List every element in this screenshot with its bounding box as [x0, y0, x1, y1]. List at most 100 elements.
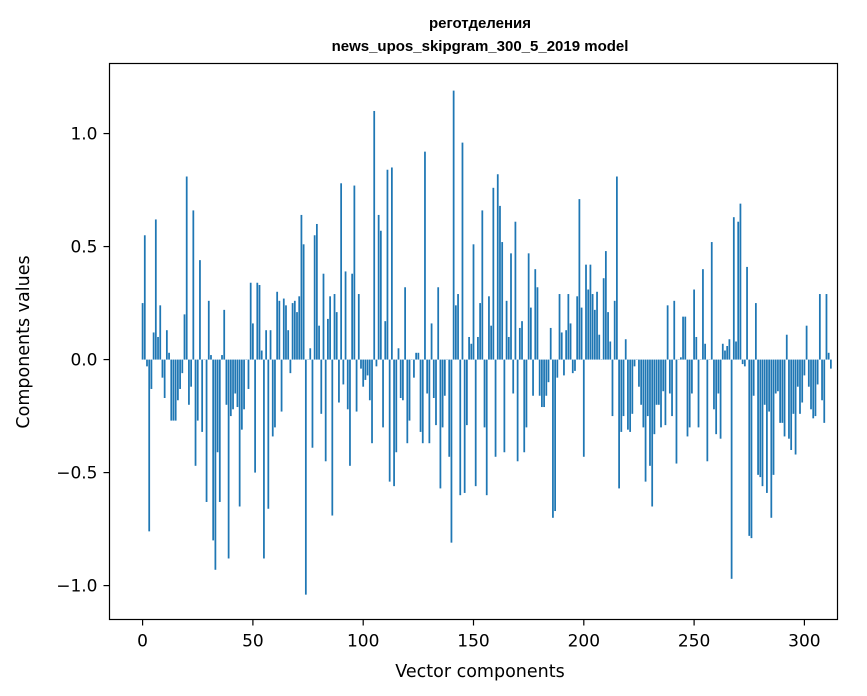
bar-148	[468, 336, 470, 360]
bar-31	[210, 355, 212, 360]
bar-234	[657, 359, 660, 405]
bar-296	[794, 359, 797, 455]
bar-230	[649, 359, 651, 466]
bar-207	[598, 334, 601, 360]
bar-213	[611, 359, 614, 417]
bar-116	[397, 348, 400, 360]
bar-67	[289, 359, 292, 374]
bar-297	[796, 359, 799, 387]
bar-281	[761, 359, 764, 487]
bar-19	[183, 314, 186, 360]
bar-242	[675, 359, 678, 464]
bar-130	[428, 359, 431, 444]
bar-166	[507, 336, 510, 360]
bar-156	[485, 359, 488, 496]
bar-293	[788, 359, 790, 439]
bar-272	[741, 359, 744, 365]
bar-53	[258, 285, 261, 360]
y-tick-label: 0.0	[70, 351, 97, 371]
bar-241	[673, 300, 676, 360]
bar-106	[375, 359, 378, 367]
bar-137	[443, 359, 446, 396]
bar-275	[748, 359, 751, 536]
bar-179	[536, 287, 539, 360]
bar-114	[393, 359, 395, 487]
bar-244	[679, 357, 682, 360]
bar-306	[816, 359, 819, 385]
bar-164	[503, 359, 506, 453]
bar-129	[426, 359, 429, 394]
bar-310	[825, 294, 828, 360]
bar-35	[218, 359, 221, 502]
bar-263	[721, 343, 724, 360]
bar-292	[785, 334, 788, 360]
bar-288	[777, 359, 779, 392]
bar-273	[743, 359, 746, 367]
bar-210	[604, 251, 607, 360]
bar-260	[715, 359, 718, 435]
bar-77	[311, 359, 314, 448]
bar-50	[252, 323, 254, 360]
bar-262	[719, 359, 722, 439]
bar-158	[490, 325, 493, 360]
bar-15	[174, 359, 177, 421]
bar-73	[302, 244, 305, 360]
bar-127	[421, 359, 424, 444]
bar-205	[593, 309, 596, 360]
bar-220	[627, 359, 629, 430]
bar-69	[293, 300, 296, 360]
bar-45	[240, 359, 243, 430]
bar-255	[704, 343, 707, 360]
bar-96	[353, 185, 356, 360]
bar-181	[541, 359, 543, 408]
bar-187	[554, 359, 556, 512]
bar-155	[483, 359, 486, 428]
bar-276	[750, 359, 753, 539]
bar-26	[199, 260, 201, 360]
bar-173	[523, 359, 526, 453]
bar-285	[770, 359, 773, 518]
bar-211	[607, 312, 609, 360]
y-tick-label: 1.0	[70, 125, 97, 145]
bar-209	[602, 278, 605, 360]
bar-92	[344, 271, 347, 360]
y-axis-label: Components values	[14, 255, 34, 428]
bar-269	[735, 341, 737, 360]
bar-251	[695, 336, 698, 360]
bar-283	[766, 359, 768, 493]
bar-32	[212, 359, 215, 541]
bar-63	[280, 359, 283, 412]
bar-199	[580, 307, 583, 360]
bar-84	[327, 318, 329, 360]
bar-201	[585, 264, 587, 360]
bar-68	[291, 303, 294, 360]
y-tick-label: 0.5	[70, 238, 97, 258]
bar-259	[713, 359, 715, 410]
bar-95	[351, 273, 354, 360]
bar-117	[399, 359, 402, 398]
bar-52	[256, 282, 259, 360]
bar-42	[234, 359, 237, 394]
bar-33	[214, 359, 217, 570]
x-tick-label: 0	[137, 632, 148, 652]
bar-222	[631, 359, 634, 414]
bar-97	[355, 359, 358, 412]
y-tick-label: −0.5	[56, 464, 97, 484]
bar-200	[582, 359, 585, 457]
bar-121	[408, 359, 411, 421]
bar-82	[322, 273, 325, 360]
bar-112	[388, 359, 391, 482]
bar-159	[492, 187, 495, 360]
bar-85	[329, 296, 331, 360]
bar-13	[170, 359, 173, 421]
bar-108	[379, 230, 382, 360]
bar-219	[624, 339, 627, 360]
bar-204	[591, 294, 594, 360]
bar-152	[477, 336, 479, 360]
bar-90	[340, 183, 343, 360]
bar-65	[285, 305, 287, 360]
bar-9	[161, 359, 164, 378]
bar-101	[364, 359, 367, 380]
bar-40	[229, 359, 232, 417]
bar-86	[331, 359, 334, 516]
